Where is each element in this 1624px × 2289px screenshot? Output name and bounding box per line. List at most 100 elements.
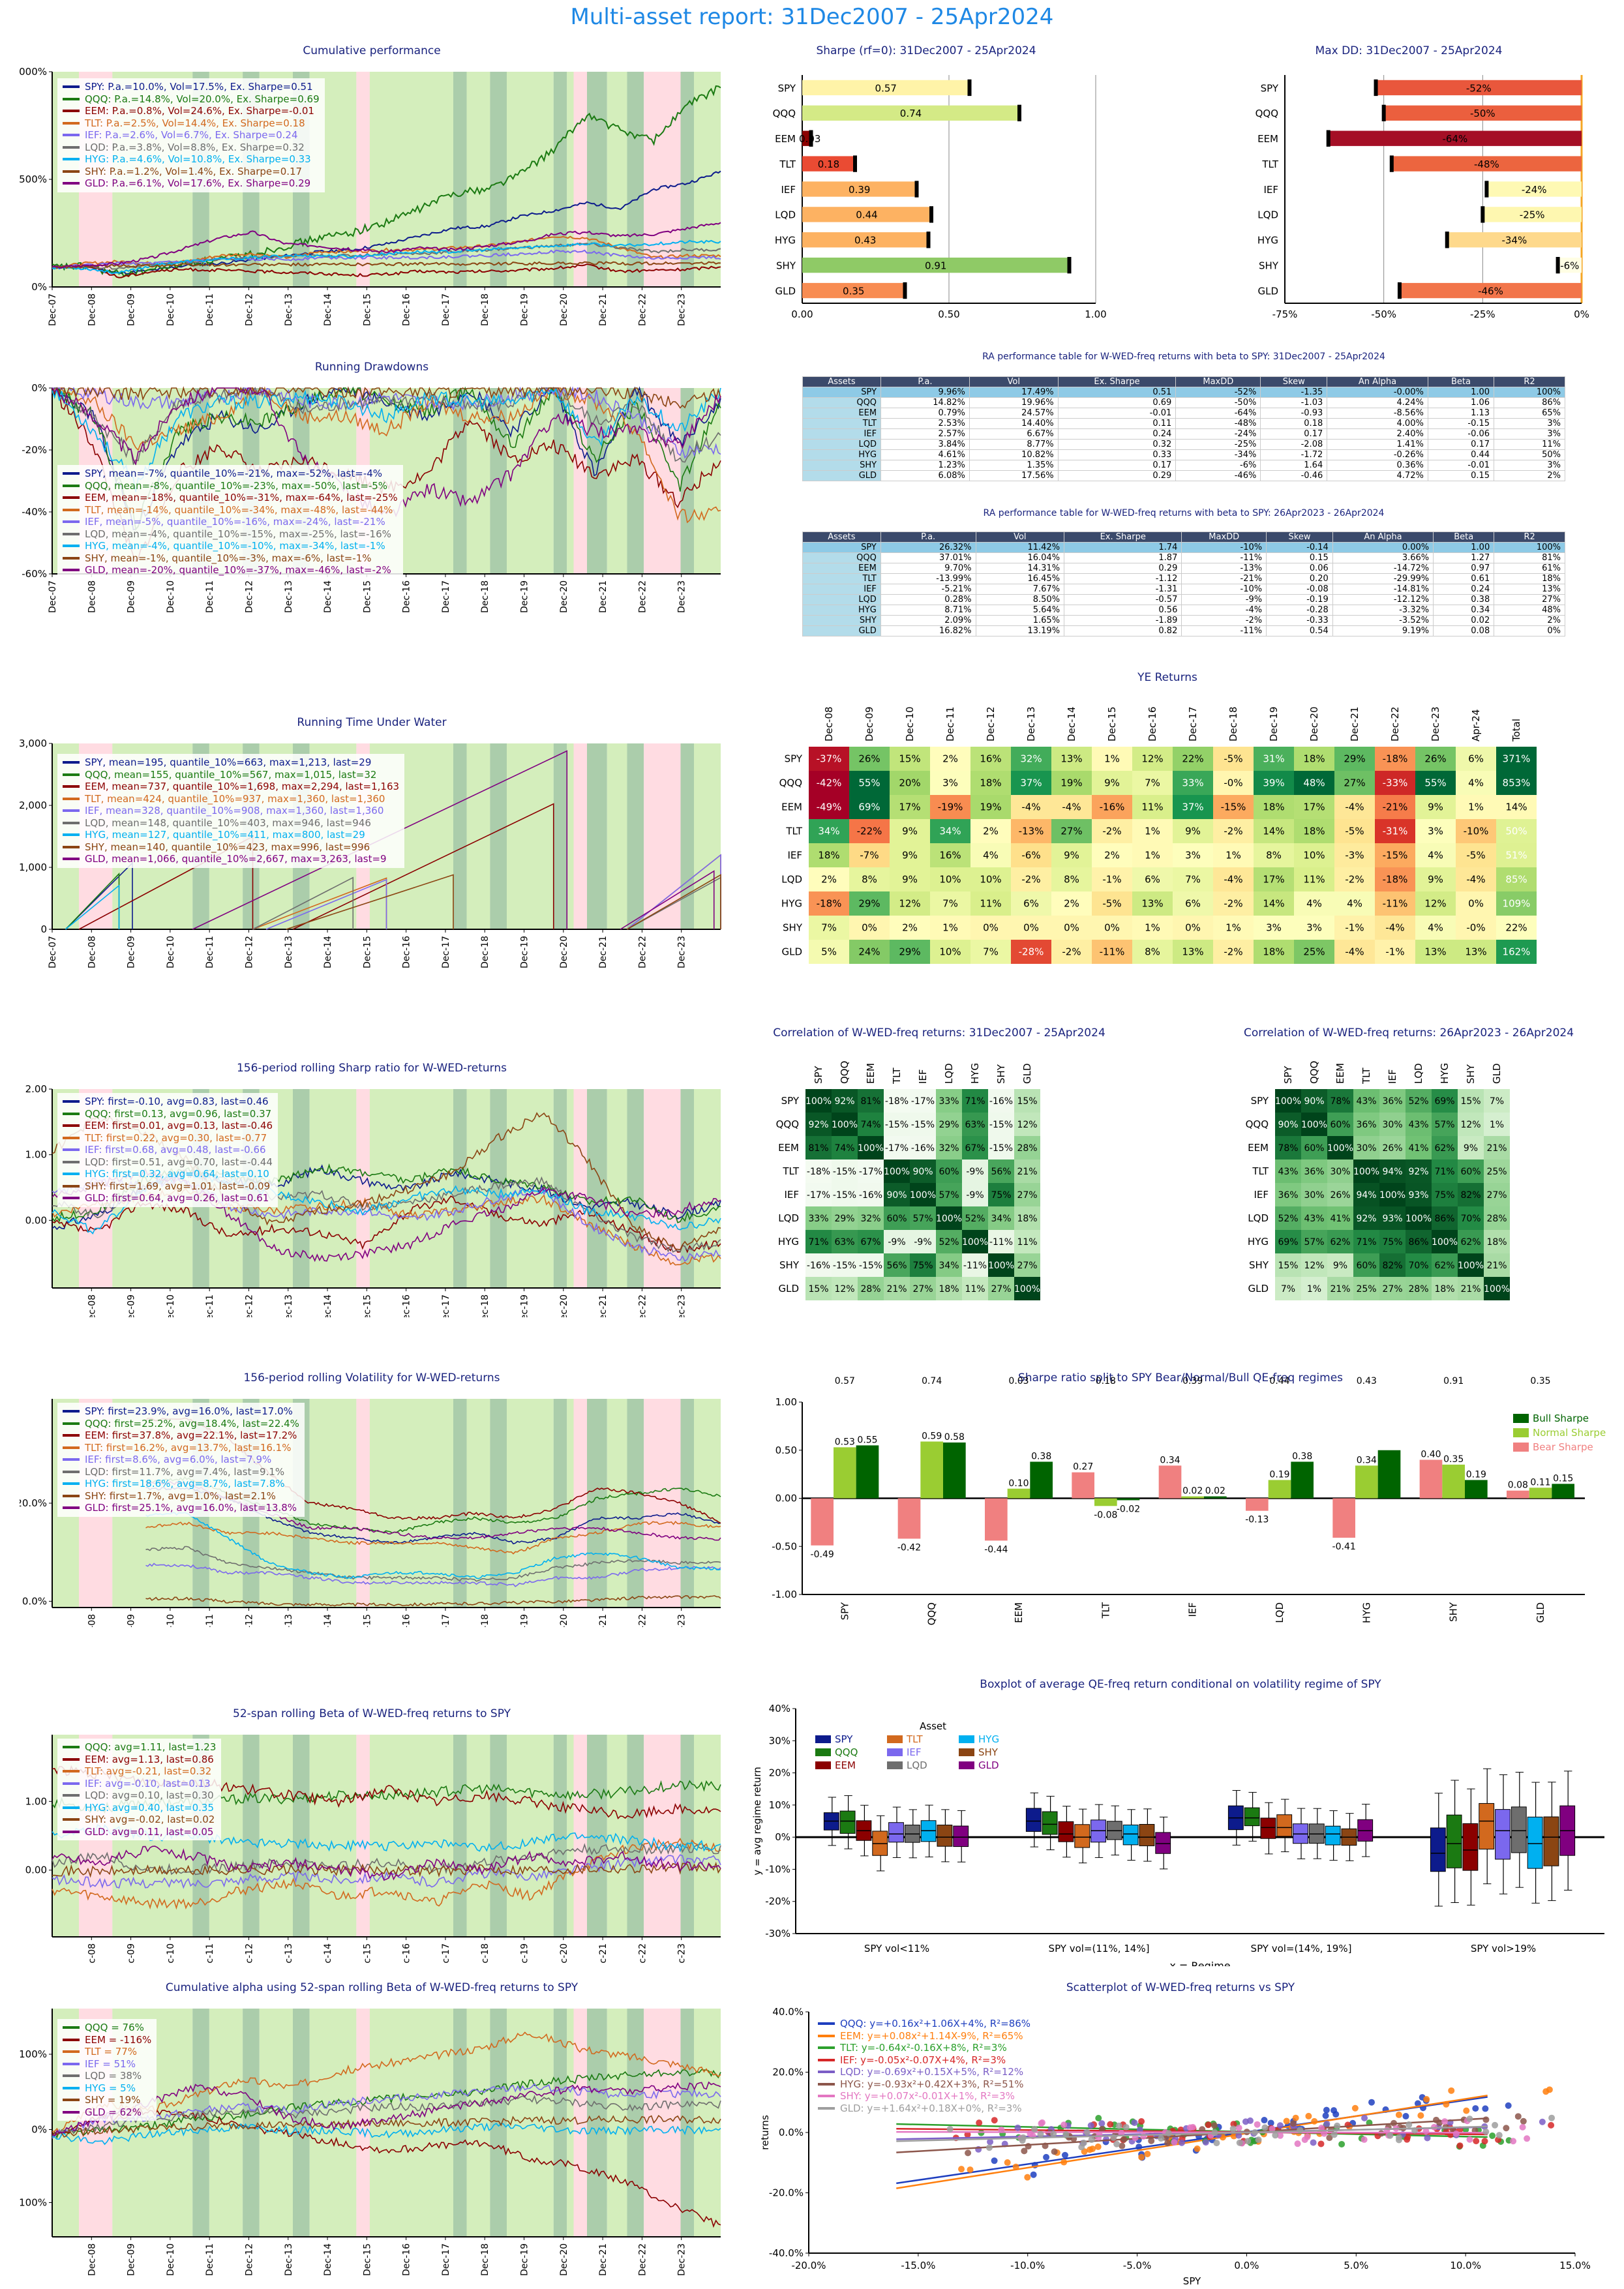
- heatmap-cell: [1132, 819, 1173, 843]
- heatmap-value: 92%: [1356, 1214, 1376, 1224]
- heatmap-value: 33%: [939, 1096, 959, 1107]
- heatmap-value: 8%: [1266, 850, 1282, 861]
- chart-legend: SPY: P.a.=10.0%, Vol=17.5%, Ex. Sharpe=0…: [57, 78, 325, 192]
- heatmap-cell: [1458, 1089, 1484, 1113]
- heatmap-value: 36%: [1278, 1190, 1298, 1201]
- heatmap-value: -22%: [857, 826, 882, 837]
- heatmap-cell: [1432, 1206, 1458, 1230]
- heatmap-value: 4%: [1347, 898, 1362, 910]
- scatter-point: [1131, 2119, 1138, 2127]
- heatmap-value: 10%: [939, 874, 961, 886]
- table-header-cell: Assets: [802, 376, 882, 387]
- heatmap-cell: [1432, 1089, 1458, 1113]
- heatmap-cell: [910, 1136, 936, 1159]
- series-line: [52, 386, 721, 459]
- legend-label: HYG, mean=-4%, quantile_10%=-10%, max=-3…: [85, 540, 385, 552]
- y-tick-label: 1.00: [25, 1795, 47, 1807]
- heatmap-value: 3%: [1266, 922, 1282, 934]
- legend-label: EEM: [835, 1759, 856, 1771]
- scatter-point: [1269, 2125, 1276, 2132]
- scatter-point: [1119, 2142, 1126, 2149]
- regime-band: [369, 1399, 453, 1608]
- bar-marker: [1445, 232, 1449, 248]
- legend-swatch: [63, 170, 80, 173]
- heatmap-cell: [1415, 940, 1456, 964]
- scatter-point: [1276, 2132, 1284, 2139]
- box: [1527, 1816, 1543, 1869]
- bar-marker: [809, 130, 813, 147]
- heatmap-value: -9%: [966, 1190, 984, 1201]
- table-cell: 0.38: [1433, 594, 1495, 605]
- heatmap-cell: [1132, 771, 1173, 795]
- table-cell: -3.52%: [1332, 615, 1434, 626]
- table-cell: -0.08: [1266, 584, 1333, 595]
- heatmap-value: 78%: [1278, 1143, 1298, 1154]
- legend-entry: HYG = 5%: [63, 2082, 151, 2095]
- heatmap-cell: [962, 1089, 988, 1113]
- row-label: LQD: [778, 1212, 799, 1224]
- legend-entry: HYG, mean=-4%, quantile_10%=-10%, max=-3…: [63, 540, 398, 552]
- scatter-point: [1297, 2127, 1304, 2134]
- legend-swatch: [63, 761, 80, 764]
- bar-marker: [903, 282, 907, 299]
- legend-swatch: [63, 532, 80, 535]
- heatmap-value: 50%: [1505, 826, 1527, 837]
- regime-band: [553, 72, 567, 287]
- heatmap-value: -5%: [1345, 826, 1364, 837]
- heatmap-cell: [1456, 940, 1496, 964]
- x-tick-label: Dec-15: [362, 1294, 372, 1317]
- series-line: [52, 263, 721, 278]
- scatter-point: [1062, 2131, 1070, 2138]
- heatmap-value: 1%: [1307, 1284, 1321, 1294]
- regime-band: [627, 1399, 644, 1608]
- y-tick-label: -100%: [20, 2197, 47, 2209]
- legend-swatch: [63, 845, 80, 848]
- legend-label: SPY, mean=-7%, quantile_10%=-21%, max=-5…: [85, 468, 383, 479]
- regime-band: [453, 743, 467, 929]
- table-row: EEM 0.79% 24.57% -0.01 -64% -0.93 -8.56% 1.13 65…: [802, 408, 1565, 419]
- y-tick-label: LQD: [775, 209, 796, 221]
- scatter-point: [1236, 2139, 1243, 2146]
- heatmap-cell: [1092, 843, 1132, 867]
- legend-label: TLT: y=-0.64x²-0.16X+8%, R²=3%: [840, 2042, 1007, 2054]
- legend-swatch: [63, 2099, 80, 2102]
- heatmap-cell: [1213, 867, 1254, 891]
- heatmap-cell: [1014, 1206, 1040, 1230]
- heatmap-value: 32%: [939, 1143, 959, 1154]
- heatmap-value: 0%: [1104, 922, 1120, 934]
- legend-label: TLT: first=16.2%, avg=13.7%, last=16.1%: [85, 1441, 292, 1454]
- bar: [1268, 1480, 1291, 1499]
- x-tick-label: Dec-07: [48, 293, 58, 326]
- y-tick-label: SHY: [776, 260, 796, 272]
- table-row: TLT 2.53% 14.40% 0.11 -48% 0.18 4.00% -0.15 3%: [802, 418, 1565, 429]
- heatmap-cell: [1254, 771, 1294, 795]
- legend-label: TLT, mean=-14%, quantile_10%=-34%, max=-…: [85, 503, 393, 516]
- heatmap-value: 11%: [980, 898, 1001, 910]
- x-tick-label: Dec-15: [362, 580, 372, 613]
- table-cell: 2.57%: [880, 428, 970, 440]
- legend-entry: QQQ: first=25.2%, avg=18.4%, last=22.4%: [63, 1418, 299, 1430]
- scatter-point: [1083, 2129, 1090, 2136]
- heatmap-cell: [1213, 747, 1254, 771]
- x-tick-label: Dec-14: [323, 1614, 333, 1627]
- chart-legend: SPY, mean=-7%, quantile_10%=-21%, max=-5…: [57, 465, 403, 579]
- x-tick-label: Dec-19: [520, 936, 530, 968]
- heatmap-value: -16%: [989, 1096, 1013, 1107]
- table-cell: 1.06: [1427, 397, 1495, 408]
- regime-band: [573, 72, 587, 287]
- chart-legend: QQQ: y=+0.16x²+1.06X+4%, R²=86% EEM: y=+0…: [813, 2015, 1036, 2117]
- heatmap-value: 92%: [834, 1096, 854, 1107]
- heatmap-value: 56%: [886, 1261, 907, 1271]
- regime-band: [607, 1089, 627, 1288]
- scatterplot-chart: Scatterplot of W-WED-freq returns vs SPY…: [744, 1976, 1617, 2286]
- table-row: QQQ 14.82% 19.96% 0.69 -50% -1.03 4.24% 1.06 86%: [802, 397, 1565, 408]
- heatmap-cell: [930, 940, 970, 964]
- x-tick-label: Dec-22: [637, 1614, 648, 1627]
- regime-band: [644, 72, 681, 287]
- heatmap-value: -11%: [1383, 898, 1408, 910]
- table-cell: 2.40%: [1327, 428, 1428, 440]
- heatmap-cell: [970, 795, 1011, 819]
- scatter-point: [1492, 2121, 1499, 2129]
- legend-entry: IEF: y=-0.05x²-0.07X+4%, R²=3%: [818, 2054, 1030, 2067]
- heatmap-value: 32%: [860, 1214, 880, 1224]
